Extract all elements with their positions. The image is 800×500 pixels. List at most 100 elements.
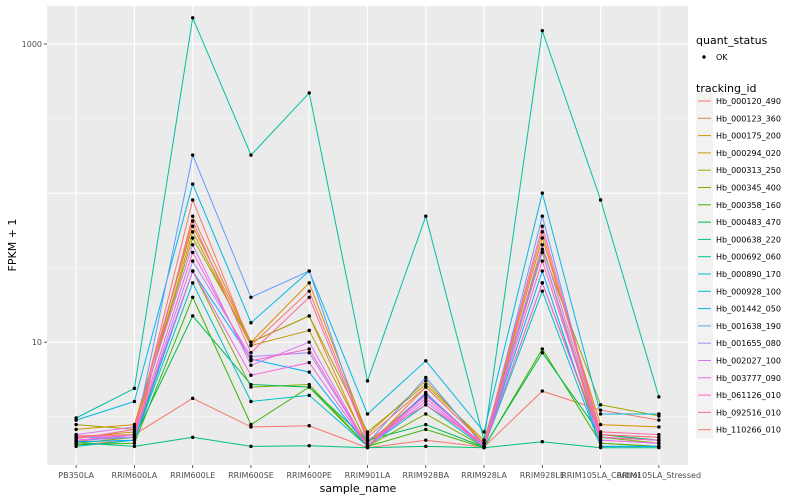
data-point [132,435,137,440]
legend-label-Hb_000123_360: Hb_000123_360 [716,114,781,123]
legend-label-Hb_000692_060: Hb_000692_060 [716,253,781,262]
data-point [657,418,661,422]
data-point [657,438,661,442]
data-point [307,444,311,448]
data-point [132,427,137,432]
data-point [74,444,78,449]
data-point [190,281,195,285]
data-point [307,328,311,333]
data-point [540,281,545,285]
y-axis-title: FPKM + 1 [6,219,19,272]
data-point [190,250,195,255]
data-point [307,370,311,374]
legend-label-Hb_000120_490: Hb_000120_490 [716,97,781,106]
legend-label-Hb_092516_010: Hb_092516_010 [716,408,781,417]
data-point [365,430,370,434]
data-point [190,435,195,440]
data-point [307,351,311,355]
data-point [132,441,137,445]
data-point [424,403,428,407]
data-point [657,432,661,437]
data-point [365,438,370,442]
data-point [190,230,195,234]
data-point [249,399,253,404]
data-point [307,385,311,389]
data-point [249,425,253,429]
data-point [598,430,603,434]
data-point [190,243,195,247]
legend-label-Hb_002027_100: Hb_002027_100 [716,357,781,366]
legend-label-Hb_001655_080: Hb_001655_080 [716,339,781,348]
data-point [424,382,428,387]
data-point [598,422,603,427]
data-point [190,269,195,273]
x-tick-label: RRIM600SE [228,471,274,480]
data-point [249,444,253,449]
data-point [190,224,195,228]
data-point [657,395,661,399]
legend-label-Hb_000890_170: Hb_000890_170 [716,270,781,279]
data-point [190,214,195,218]
data-point [132,444,137,449]
data-point [598,408,603,412]
data-point [424,444,428,449]
data-point [365,435,370,440]
data-point [598,444,603,449]
data-point [598,403,603,407]
data-point [190,259,195,263]
legend-label-Hb_000638_220: Hb_000638_220 [716,235,781,244]
data-point [540,247,545,251]
x-tick-label: PB350LA [58,471,94,480]
data-point [190,198,195,202]
data-point [657,444,661,449]
x-tick-label: RRIM600PE [286,471,332,480]
data-point [424,422,428,427]
data-point [598,198,603,202]
legend-label-Hb_000313_250: Hb_000313_250 [716,166,781,175]
legend-label-OK: OK [716,53,728,62]
data-point [132,438,137,442]
data-point [540,289,545,293]
data-point [249,382,253,387]
data-point [132,422,137,427]
data-point [307,269,311,273]
x-tick-label: RRIM928LE [520,471,565,480]
data-point [190,396,195,401]
data-point [307,347,311,351]
data-point [249,321,253,325]
data-point [249,295,253,300]
x-tick-label: RRIM105LA_Control [561,471,640,480]
data-point [74,427,78,432]
data-point [482,430,486,434]
x-tick-label: RRIM105LA_Stressed [617,471,701,480]
data-point [307,360,311,365]
data-point [540,259,545,263]
data-point [132,399,137,404]
data-point [307,289,311,293]
x-axis: PB350LA RRIM600LA RRIM600LE RRIM600SE RRIM60… [58,465,701,480]
legend-label-Hb_003777_090: Hb_003777_090 [716,374,781,383]
data-point [190,16,195,20]
data-point [249,422,253,427]
data-point [365,379,370,383]
data-point [540,389,545,393]
data-point [424,390,428,395]
x-tick-label: RRIM928LA [461,471,507,480]
data-point [132,386,137,391]
legend-label-Hb_110266_010: Hb_110266_010 [716,426,781,435]
data-point [540,250,545,255]
data-point [424,379,428,383]
data-point [657,412,661,416]
x-tick-label: RRIM600LA [112,471,158,480]
data-point [424,214,428,218]
data-point [365,441,370,445]
data-point [190,182,195,186]
data-point [657,425,661,429]
data-point [74,422,78,427]
data-point [249,363,253,367]
data-point [249,153,253,157]
data-point [540,230,545,234]
data-point [249,373,253,377]
data-point [540,347,545,351]
